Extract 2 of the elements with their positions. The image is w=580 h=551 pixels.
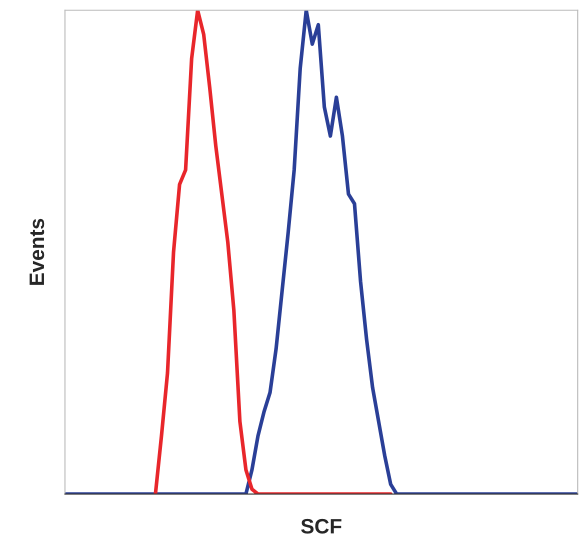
x-axis-title: SCF bbox=[301, 518, 342, 534]
y-axis-title: Events bbox=[30, 218, 44, 285]
